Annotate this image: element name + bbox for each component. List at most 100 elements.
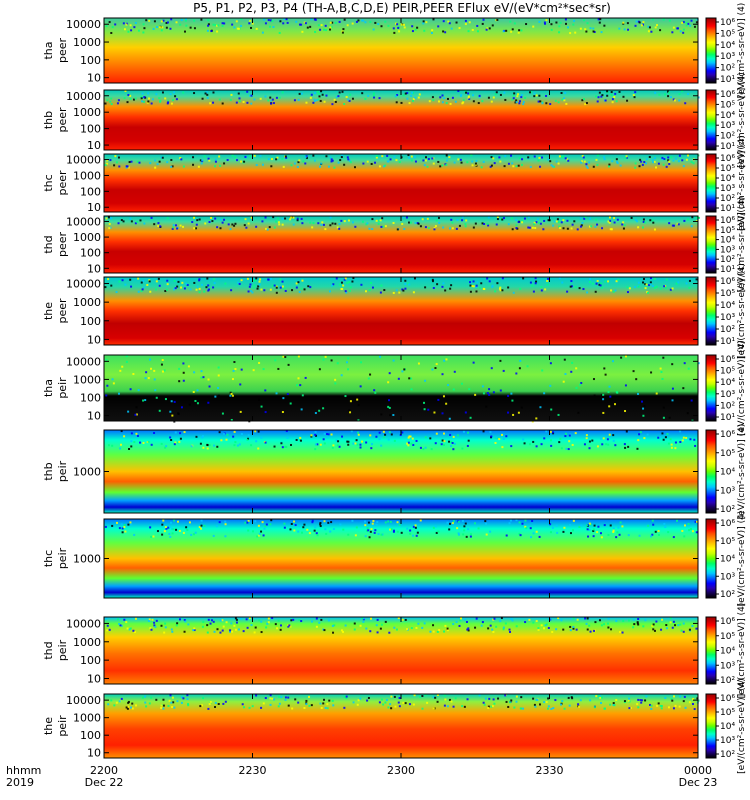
colorbar-tick-label: 10⁵ xyxy=(720,449,735,459)
y-axis-label: tha xyxy=(42,379,55,397)
spectrogram-4 xyxy=(104,277,698,345)
y-axis-label: peir xyxy=(56,715,69,737)
colorbar-tick-label: 10⁶ xyxy=(720,430,735,440)
panel-thb-peir: 1000 thb peir 10⁶ 10⁵ 10⁴ 10³ 10² [eV/(cm²-s-sr-… xyxy=(42,424,747,520)
colorbar-tick-label: 10⁵ xyxy=(720,708,735,718)
y-axis-label: peer xyxy=(56,107,69,133)
y-tick-label: 1000 xyxy=(73,466,101,479)
colorbar-tick-label: 10⁶ xyxy=(720,154,735,164)
colorbar-tick-label: 10³ xyxy=(720,736,735,746)
panel-the-peir: 10000 1000 100 10 the peir 10⁶ 10⁵ 10⁴ 10³ 10² [eV/… xyxy=(42,678,747,774)
y-tick-label: 1000 xyxy=(73,296,101,309)
x-tick-label: 2230 xyxy=(239,764,267,777)
y-tick-label: 1000 xyxy=(73,553,101,566)
y-tick-label: 100 xyxy=(80,54,101,67)
colorbar-tick-label: 10⁶ xyxy=(720,277,735,287)
y-tick-label: 1000 xyxy=(73,231,101,244)
y-tick-label: 10 xyxy=(87,72,101,85)
colorbar-7 xyxy=(705,518,717,599)
x-tick-label: 2200 xyxy=(90,764,118,777)
y-tick-label: 10 xyxy=(87,747,101,760)
y-tick-label: 100 xyxy=(80,185,101,198)
colorbar-4 xyxy=(705,276,717,346)
colorbar-tick-label: 10¹ xyxy=(720,204,735,214)
colorbar-tick-label: 10¹ xyxy=(720,265,735,275)
colorbar-tick-label: 10² xyxy=(720,401,735,411)
colorbar-tick-label: 10² xyxy=(720,590,735,600)
y-axis-label: peer xyxy=(56,298,69,324)
colorbar-label: [eV/(cm²-s-sr-eV)] (4) xyxy=(737,424,747,520)
colorbar-tick-label: 10⁵ xyxy=(720,537,735,547)
y-axis-label: peer xyxy=(56,170,69,196)
y-tick-label: 10 xyxy=(87,139,101,152)
colorbar-8 xyxy=(705,616,717,685)
colorbar-0 xyxy=(705,17,717,84)
colorbar-tick-label: 10⁶ xyxy=(720,216,735,226)
panel-thd-peir: 10000 1000 100 10 thd peir 10⁶ 10⁵ 10⁴ 10³ 10² [eV/… xyxy=(42,603,747,699)
colorbar-tick-label: 10³ xyxy=(720,121,735,131)
colorbar-tick-label: 10⁵ xyxy=(720,367,735,377)
y-tick-label: 100 xyxy=(80,391,101,404)
colorbar-tick-label: 10¹ xyxy=(720,413,735,423)
colorbar-label: [eV/(cm²-s-sr-eV)] (4) xyxy=(737,603,747,699)
colorbar-tick-label: 10² xyxy=(720,194,735,204)
x-row-label: 2019 xyxy=(6,776,34,789)
colorbar-tick-label: 10⁶ xyxy=(720,519,735,529)
colorbar-tick-label: 10⁴ xyxy=(720,647,735,657)
y-tick-label: 1000 xyxy=(73,373,101,386)
y-axis-label: thb xyxy=(42,462,55,480)
colorbar-tick-label: 10² xyxy=(720,255,735,265)
colorbar-label: [eV/(cm²-s-sr-eV)] (4) xyxy=(737,340,747,436)
y-axis-label: thc xyxy=(42,174,55,191)
colorbar-tick-label: 10⁵ xyxy=(720,29,735,39)
colorbar-label: [eV/(cm²-s-sr-eV)] (4) xyxy=(737,135,747,231)
colorbar-6 xyxy=(705,429,717,514)
y-tick-label: 10000 xyxy=(66,90,101,103)
colorbar-tick-label: 10⁴ xyxy=(720,174,735,184)
y-axis-label: peer xyxy=(56,232,69,258)
colorbar-tick-label: 10³ xyxy=(720,184,735,194)
colorbar-tick-label: 10³ xyxy=(720,486,735,496)
colorbar-label: [eV/(cm²-s-sr-eV)] (4) xyxy=(737,3,747,99)
y-tick-label: 10000 xyxy=(66,355,101,368)
y-tick-label: 10000 xyxy=(66,278,101,291)
spectrogram-9 xyxy=(104,694,698,758)
y-axis-label: the xyxy=(42,302,55,320)
y-tick-label: 1000 xyxy=(73,636,101,649)
y-tick-label: 10000 xyxy=(66,18,101,31)
y-tick-label: 1000 xyxy=(73,712,101,725)
colorbar-tick-label: 10⁴ xyxy=(720,41,735,51)
colorbar-tick-label: 10⁵ xyxy=(720,100,735,110)
y-tick-label: 100 xyxy=(80,654,101,667)
colorbar-tick-label: 10⁵ xyxy=(720,289,735,299)
colorbar-label: [eV/(cm²-s-sr-eV)] (4) xyxy=(737,72,747,168)
spectrogram-7 xyxy=(104,519,698,598)
colorbar-3 xyxy=(705,215,717,274)
panel-the-peer: 10000 1000 100 10 the peer 10⁶ 10⁵ 10⁴ 10³ 10² 10¹[… xyxy=(42,263,747,359)
colorbar-tick-label: 10² xyxy=(720,676,735,686)
x-tick-label: 2300 xyxy=(387,764,415,777)
spectrogram-3 xyxy=(104,216,698,273)
spectrogram-8 xyxy=(104,617,698,684)
y-tick-label: 100 xyxy=(80,315,101,328)
colorbar-tick-label: 10³ xyxy=(720,52,735,62)
colorbar-tick-label: 10⁶ xyxy=(720,90,735,100)
y-tick-label: 1000 xyxy=(73,106,101,119)
colorbar-tick-label: 10⁴ xyxy=(720,378,735,388)
spectrogram-0 xyxy=(104,18,698,83)
y-axis-label: tha xyxy=(42,41,55,59)
colorbar-tick-label: 10⁵ xyxy=(720,164,735,174)
colorbar-label: [eV/(cm²-s-sr-eV)] (4) xyxy=(737,197,747,293)
colorbar-tick-label: 10³ xyxy=(720,661,735,671)
colorbar-tick-label: 10² xyxy=(720,750,735,760)
colorbar-tick-label: 10¹ xyxy=(720,75,735,85)
spectrogram-2 xyxy=(104,154,698,212)
colorbar-tick-label: 10⁴ xyxy=(720,722,735,732)
